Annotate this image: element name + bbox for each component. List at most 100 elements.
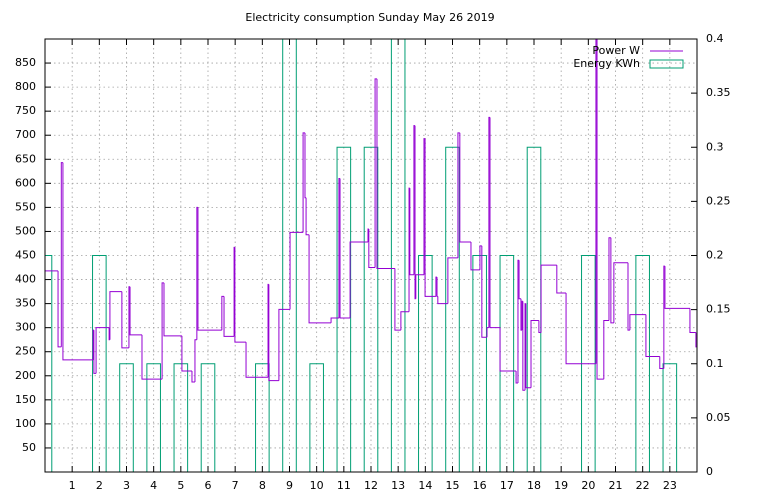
power-step (268, 284, 279, 382)
power-step (394, 268, 401, 331)
y2-tick-label: 0 (706, 465, 713, 478)
power-step (191, 370, 195, 383)
legend-label: Power W (592, 44, 640, 57)
power-step (93, 330, 97, 374)
x-tick-label: 14 (418, 479, 432, 492)
power-step (57, 270, 62, 348)
x-tick-label: 16 (473, 479, 487, 492)
energy-box (336, 146, 352, 472)
power-step (486, 327, 489, 338)
power-step (161, 282, 164, 380)
y-tick-label: 700 (15, 128, 36, 141)
power-step (608, 237, 611, 321)
power-step (659, 356, 664, 370)
x-tick-label: 4 (150, 479, 157, 492)
power-step (197, 207, 222, 331)
y-tick-label: 50 (22, 441, 36, 454)
energy-box (255, 363, 270, 472)
power-step (376, 78, 395, 269)
energy-box (390, 39, 406, 472)
power-step (525, 303, 532, 389)
power-step (163, 282, 182, 337)
energy-box (173, 363, 189, 472)
y-tick-label: 250 (15, 345, 36, 358)
y-tick-label: 850 (15, 56, 36, 69)
power-step (556, 265, 567, 294)
power-step (530, 319, 539, 388)
y-tick-label: 800 (15, 80, 36, 93)
x-tick-label: 23 (663, 479, 677, 492)
x-tick-label: 3 (123, 479, 130, 492)
power-step (499, 327, 517, 372)
power-step (349, 241, 369, 319)
power-step (595, 39, 598, 364)
y2-tick-label: 0.1 (706, 357, 724, 370)
y-tick-label: 650 (15, 152, 36, 165)
power-step (409, 188, 414, 276)
power-step (459, 132, 471, 243)
x-tick-label: 1 (69, 479, 76, 492)
y2-tick-label: 0.25 (706, 194, 731, 207)
energy-box (119, 363, 134, 472)
power-step (302, 132, 305, 233)
power-step (627, 262, 630, 331)
y-tick-label: 750 (15, 104, 36, 117)
power-step (129, 286, 142, 336)
power-step (308, 234, 332, 324)
power-step (457, 132, 460, 258)
power-step (194, 339, 197, 383)
power-step (481, 245, 488, 338)
power-step (664, 266, 690, 309)
energy-box (146, 363, 161, 472)
power-step (424, 138, 436, 297)
power-step (223, 296, 235, 337)
y-tick-label: 450 (15, 249, 36, 262)
power-step (181, 335, 192, 372)
power-step (400, 311, 410, 331)
energy-box (445, 146, 460, 472)
x-tick-label: 19 (554, 479, 568, 492)
power-step (629, 314, 646, 331)
x-tick-label: 7 (232, 479, 239, 492)
x-tick-label: 15 (446, 479, 460, 492)
power-step (415, 274, 424, 299)
power-step (289, 231, 304, 310)
x-tick-label: 20 (581, 479, 595, 492)
power-step (613, 262, 628, 323)
y2-tick-label: 0.05 (706, 411, 731, 424)
grid (45, 38, 697, 473)
y2-tick-label: 0.4 (706, 32, 724, 45)
x-tick-label: 22 (636, 479, 650, 492)
x-tick-label: 6 (205, 479, 212, 492)
power-step (95, 327, 110, 374)
y-tick-label: 300 (15, 321, 36, 334)
power-step (121, 291, 129, 349)
y2-tick-label: 0.35 (706, 86, 731, 99)
power-step (515, 370, 518, 384)
x-tick-label: 2 (96, 479, 103, 492)
x-tick-label: 12 (364, 479, 378, 492)
power-step (339, 178, 351, 319)
y2-tick-label: 0.3 (706, 140, 724, 153)
energy-box (363, 146, 379, 472)
power-step (330, 317, 339, 323)
power-step (518, 260, 521, 300)
power-step (374, 78, 377, 268)
energy-box (200, 363, 216, 472)
x-tick-label: 18 (527, 479, 541, 492)
power-step (470, 242, 480, 271)
y2-tick-label: 0.2 (706, 249, 724, 262)
chart-title: Electricity consumption Sunday May 26 20… (245, 11, 494, 24)
power-step (221, 295, 225, 331)
y-tick-label: 200 (15, 369, 36, 382)
energy-box (309, 363, 324, 472)
power-step (610, 237, 614, 324)
power-step (62, 162, 94, 361)
x-tick-label: 17 (500, 479, 514, 492)
legend-swatch (649, 59, 684, 69)
power-step (596, 39, 604, 380)
power-step (368, 229, 376, 269)
energy-box (92, 255, 107, 472)
